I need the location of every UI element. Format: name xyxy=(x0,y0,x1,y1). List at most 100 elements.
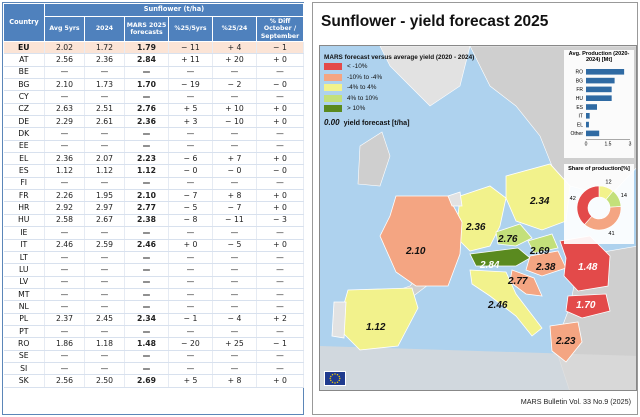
mars-forecast-cell: 1.79 xyxy=(124,41,169,55)
country-BG xyxy=(565,293,611,319)
mars-forecast-cell: — xyxy=(124,140,169,154)
pie-slice-label: 41 xyxy=(608,231,614,237)
diff-oct-sep-cell: + 0 xyxy=(256,239,304,252)
table-row: PT — — — — — — xyxy=(3,325,304,339)
diff-oct-sep-cell: — xyxy=(256,127,304,141)
diff-oct-sep-cell: + 0 xyxy=(256,152,304,166)
pct-vs-2024-cell: − 10 xyxy=(212,115,257,129)
year2024-cell: — xyxy=(84,263,125,277)
country-cell: EU xyxy=(3,41,45,55)
share-production-title: Share of production[%] xyxy=(568,166,630,172)
table-row: FR 2.26 1.95 2.10− 7 + 8 + 0 xyxy=(3,189,304,203)
diff-oct-sep-cell: − 1 xyxy=(256,337,304,351)
year2024-cell: — xyxy=(84,226,125,240)
table-row: CY — — — — — — xyxy=(3,90,304,104)
table-row: AT 2.56 2.36 2.84 + 11 + 20 + 0 xyxy=(3,53,304,67)
legend-label: 4% to 10% xyxy=(347,94,378,102)
diff-oct-sep-cell: + 0 xyxy=(256,53,304,67)
diff-oct-sep-cell: — xyxy=(256,276,304,289)
year2024-cell: 2.36 xyxy=(84,53,125,67)
map-area: MARS forecast versus average yield (2020… xyxy=(319,45,637,391)
diff-oct-sep-cell: + 0 xyxy=(256,189,304,203)
avg5yrs-cell: 2.29 xyxy=(44,115,85,129)
avg5yrs-cell: — xyxy=(44,350,85,363)
country-cell: LU xyxy=(3,263,45,277)
pct-vs-2024-cell: — xyxy=(212,350,257,363)
pct-vs-2024-cell: − 5 xyxy=(212,239,257,252)
column-header: %25/5yrs xyxy=(168,16,213,42)
country-cell: AT xyxy=(3,53,45,67)
pct-vs-2024-cell: + 8 xyxy=(212,189,257,203)
table-row: LV — — — — — — xyxy=(3,276,304,289)
country-cell: NL xyxy=(3,300,45,314)
pct-vs-avg-cell: — xyxy=(168,288,213,302)
legend-swatch xyxy=(324,63,342,71)
country-cell: RO xyxy=(3,337,45,351)
country-CZ xyxy=(495,223,533,247)
pct-vs-avg-cell: — xyxy=(168,66,213,80)
year2024-cell: — xyxy=(84,350,125,363)
avg5yrs-cell: — xyxy=(44,288,85,302)
mars-forecast-cell: — xyxy=(124,350,169,363)
pct-vs-avg-cell: — xyxy=(168,90,213,104)
pct-vs-avg-cell: — xyxy=(168,127,213,141)
diff-oct-sep-cell: − 3 xyxy=(256,214,304,228)
bar-IT xyxy=(586,112,590,119)
pct-vs-2024-cell: — xyxy=(212,263,257,277)
table-row: HU 2.58 2.67 2.38− 8− 11− 3 xyxy=(3,214,304,228)
country-EL xyxy=(549,321,583,363)
pct-vs-2024-cell: — xyxy=(212,276,257,289)
country-cell: IE xyxy=(3,226,45,240)
bar-category-label: EL xyxy=(577,122,583,128)
year2024-cell: 2.51 xyxy=(84,103,125,117)
country-cell: FI xyxy=(3,177,45,191)
pct-vs-2024-cell: — xyxy=(212,288,257,302)
mars-forecast-cell: 2.10 xyxy=(124,189,169,203)
country-yield-label: 1.70 xyxy=(576,300,596,311)
year2024-cell: — xyxy=(84,251,125,265)
bar-category-label: RO xyxy=(576,69,584,75)
country-cell: ES xyxy=(3,164,45,178)
year2024-cell: 2.61 xyxy=(84,115,125,129)
mars-forecast-cell: — xyxy=(124,90,169,104)
mars-forecast-cell: — xyxy=(124,300,169,314)
mars-forecast-cell: 2.46 xyxy=(124,239,169,252)
yield-note-value: 0.00 xyxy=(324,118,340,128)
pie-slice xyxy=(576,185,600,225)
country-cell: LT xyxy=(3,251,45,265)
pct-vs-2024-cell: − 0 xyxy=(212,164,257,178)
land-scandinavia xyxy=(379,46,471,107)
diff-oct-sep-cell: — xyxy=(256,90,304,104)
year2024-cell: — xyxy=(84,325,125,339)
bar-tick-label: 1.5 xyxy=(605,141,612,147)
table-row: BE — — — — — — xyxy=(3,66,304,80)
country-HR xyxy=(509,269,543,297)
table-row: EU 2.02 1.72 1.79− 11 + 4− 1 xyxy=(3,41,304,55)
pct-vs-avg-cell: — xyxy=(168,177,213,191)
table-row: FI — — — — — — xyxy=(3,177,304,191)
yield-table-panel: Country Sunflower (t/ha) Avg 5yrs 2024 MAR… xyxy=(2,2,304,415)
pct-vs-avg-cell: — xyxy=(168,276,213,289)
diff-oct-sep-cell: — xyxy=(256,300,304,314)
pct-vs-2024-cell: − 4 xyxy=(212,313,257,326)
column-header: Avg 5yrs xyxy=(44,16,85,42)
bar-category-label: FR xyxy=(576,87,583,93)
pct-vs-2024-cell: + 4 xyxy=(212,41,257,55)
pct-vs-avg-cell: − 1 xyxy=(168,313,213,326)
group-header: Sunflower (t/ha) xyxy=(44,3,304,17)
bar-BG xyxy=(586,77,615,84)
year2024-cell: — xyxy=(84,362,125,376)
avg5yrs-cell: — xyxy=(44,276,85,289)
map-panel: Sunflower - yield forecast 2025 xyxy=(312,2,638,415)
share-production-chart: Share of production[%] 12 14 41 42 xyxy=(564,164,634,244)
column-header: % Diff October / September xyxy=(256,16,304,42)
year2024-cell: — xyxy=(84,276,125,289)
legend-item: -4% to 4% xyxy=(324,83,504,94)
country-HU xyxy=(525,250,567,277)
avg5yrs-cell: 2.56 xyxy=(44,53,85,67)
legend-label: < -10% xyxy=(347,63,368,71)
pct-vs-2024-cell: + 25 xyxy=(212,337,257,351)
column-header: %25/24 xyxy=(212,16,257,42)
avg5yrs-cell: — xyxy=(44,362,85,376)
diff-oct-sep-cell: + 2 xyxy=(256,313,304,326)
